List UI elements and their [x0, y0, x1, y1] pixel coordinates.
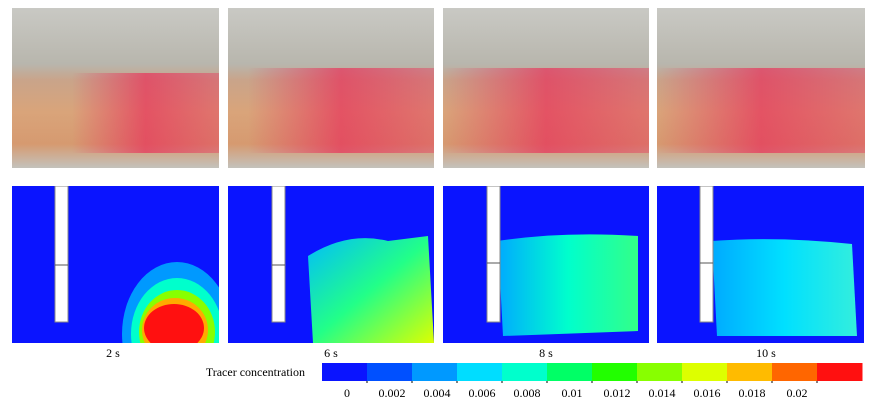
color-segment	[592, 363, 638, 381]
color-segment	[322, 363, 368, 381]
tick-label: 0.012	[604, 386, 631, 400]
time-label: 6 s	[324, 346, 338, 360]
contour-plot	[12, 186, 219, 343]
color-segment	[412, 363, 458, 381]
contour-plot	[657, 186, 864, 343]
tick-label: 0.008	[514, 386, 541, 400]
colorbar-title: Tracer concentration	[206, 365, 305, 379]
photo-row	[12, 8, 865, 168]
color-segment	[547, 363, 593, 381]
color-segment	[682, 363, 728, 381]
color-segment	[457, 363, 503, 381]
color-segment	[637, 363, 683, 381]
color-segment	[727, 363, 773, 381]
tick-label: 0.01	[562, 386, 583, 400]
time-label: 2 s	[106, 346, 120, 360]
photo	[443, 8, 649, 168]
tick-label: 0.002	[379, 386, 406, 400]
contour-plot	[228, 186, 434, 343]
color-segment	[502, 363, 548, 381]
colorbar: 0 0.002 0.004 0.006 0.008 0.01 0.012 0.014 0.016…	[322, 363, 863, 400]
tick-label: 0.006	[469, 386, 496, 400]
color-segment	[367, 363, 413, 381]
photo	[228, 8, 434, 168]
time-label: 8 s	[539, 346, 553, 360]
color-segment	[817, 363, 863, 381]
tick-label: 0.004	[424, 386, 451, 400]
photo	[657, 8, 865, 168]
tick-label: 0.02	[787, 386, 808, 400]
tick-label: 0	[344, 386, 350, 400]
color-segment	[772, 363, 818, 381]
tick-label: 0.018	[739, 386, 766, 400]
photo	[12, 8, 219, 168]
tick-label: 0.014	[649, 386, 676, 400]
time-label: 10 s	[756, 346, 776, 360]
contour-row	[12, 186, 864, 343]
tick-label: 0.016	[694, 386, 721, 400]
contour-plot	[443, 186, 649, 343]
